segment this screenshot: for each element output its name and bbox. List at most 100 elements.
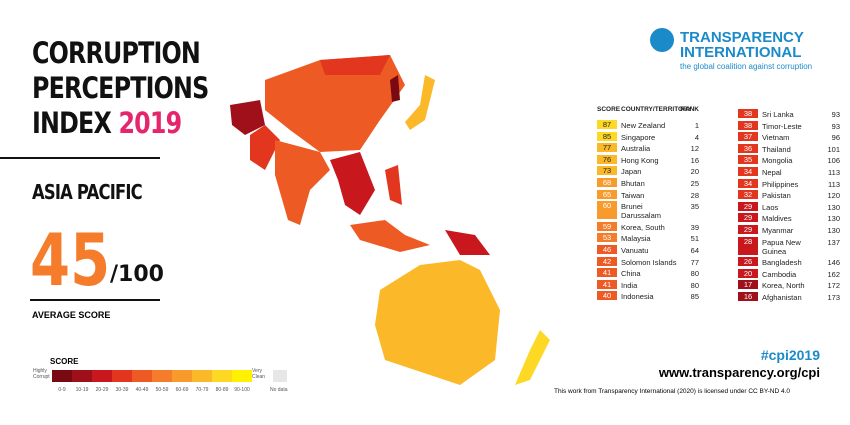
country-cell: Laos — [762, 202, 779, 212]
score-cell: 29 — [738, 225, 758, 234]
rank-cell: 106 — [827, 156, 840, 166]
rank-cell: 172 — [827, 281, 840, 291]
score-cell: 38 — [738, 120, 758, 130]
rank-cell: 16 — [690, 155, 699, 165]
country-cell: Philippines — [762, 179, 799, 189]
score-cell: 35 — [738, 155, 758, 165]
table-row: 17 Korea, North 172 — [738, 280, 840, 290]
rank-cell: 1 — [694, 121, 699, 130]
divider — [30, 299, 160, 301]
table-row: 34 Nepal 113 — [738, 167, 840, 177]
legend-label: 60-69 — [175, 387, 189, 393]
region: ASIA PACIFIC — [32, 180, 143, 204]
table-row: 68 Bhutan 25 — [597, 178, 699, 188]
rank-cell: 80 — [690, 269, 699, 279]
no-data-label: No data — [270, 387, 288, 393]
country-cell: China — [621, 269, 641, 279]
table-header: SCORE COUNTRY/TERRITORY RANK — [597, 105, 699, 114]
rank-cell: 51 — [690, 234, 699, 244]
table-row: 20 Cambodia 162 — [738, 268, 840, 279]
legend-title: SCORE — [50, 357, 79, 366]
country-cell: Bangladesh — [762, 258, 802, 268]
country-cell: Mongolia — [762, 156, 793, 166]
score-cell: 38 — [738, 109, 758, 118]
score-cell: 26 — [738, 257, 758, 267]
table-row: 35 Mongolia 106 — [738, 155, 840, 165]
divider — [0, 157, 160, 159]
no-data-swatch — [273, 370, 287, 382]
country-cell: Australia — [621, 144, 651, 154]
country-cell: Sri Lanka — [762, 110, 794, 119]
legend-swatch — [132, 370, 152, 382]
score-cell: 34 — [738, 167, 758, 176]
score-cell: 41 — [597, 279, 617, 289]
country-cell: Hong Kong — [621, 155, 659, 165]
pakistan — [250, 125, 280, 170]
title-text: INDEX — [32, 106, 112, 140]
score-cell: 59 — [597, 221, 617, 231]
country-cell: Thailand — [762, 144, 791, 154]
header-cell: RANK — [680, 106, 699, 113]
table-row: 59 Korea, South 39 — [597, 221, 699, 232]
country-cell: Bhutan — [621, 179, 645, 188]
table-row: 77 Australia 12 — [597, 143, 699, 153]
rank-cell: 12 — [690, 144, 699, 154]
country-cell: Korea, South — [621, 222, 665, 232]
north-korea — [390, 75, 400, 102]
score-cell: 53 — [597, 233, 617, 243]
country-cell: Taiwan — [621, 190, 645, 200]
score-cell: 40 — [597, 291, 617, 301]
legend-swatch — [112, 370, 132, 382]
legend-label: 70-79 — [195, 387, 209, 393]
score-cell: 46 — [597, 245, 617, 254]
score-cell: 76 — [597, 154, 617, 164]
legend-high: Very Clean — [252, 368, 266, 380]
afghanistan — [230, 100, 265, 135]
rank-cell: 113 — [828, 179, 840, 189]
country-cell: Indonesia — [621, 292, 654, 302]
rank-cell: 96 — [831, 133, 840, 143]
logo-text: TRANSPARENCY — [680, 29, 804, 46]
score-cell: 29 — [738, 201, 758, 211]
country-cell: New Zealand — [621, 121, 666, 130]
logo-text: INTERNATIONAL — [680, 44, 802, 61]
rank-cell: 4 — [694, 132, 699, 142]
table-row: 85 Singapore 4 — [597, 131, 699, 142]
rank-cell: 130 — [827, 226, 840, 235]
australia — [375, 260, 500, 385]
table-row: 42 Solomon Islands 77 — [597, 256, 699, 267]
score-cell: 68 — [597, 178, 617, 187]
country-cell: Myanmar — [762, 226, 794, 235]
southeast-asia — [330, 152, 375, 215]
table-row: 36 Thailand 101 — [738, 143, 840, 154]
table-row: 65 Taiwan 28 — [597, 189, 699, 200]
country-cell: Pakistan — [762, 191, 791, 201]
rank-cell: 25 — [690, 179, 699, 188]
score-cell: 42 — [597, 256, 617, 266]
rank-cell: 137 — [827, 237, 840, 247]
new-zealand — [515, 330, 550, 385]
title-year: 2019 — [118, 106, 182, 140]
legend-label: 50-59 — [155, 387, 169, 393]
legend-label: 80-89 — [215, 387, 229, 393]
score-cell: 73 — [597, 166, 617, 176]
score-cell: 28 — [738, 236, 758, 255]
legend-swatch — [52, 370, 72, 382]
legend-swatch — [172, 370, 192, 382]
logo-icon — [650, 28, 674, 52]
country-cell: India — [621, 280, 638, 290]
url: www.transparency.org/cpi — [658, 365, 820, 380]
rank-cell: 20 — [690, 167, 699, 177]
table-row: 38 Sri Lanka 93 — [738, 109, 840, 119]
title: INDEX 2019 — [32, 106, 182, 140]
score-cell: 41 — [597, 268, 617, 278]
score-cell: 36 — [738, 143, 758, 153]
legend-label: 40-49 — [135, 387, 149, 393]
rank-cell: 113 — [828, 168, 840, 177]
score-cell: 29 — [738, 213, 758, 223]
rank-cell: 80 — [690, 280, 699, 290]
rank-cell: 64 — [690, 246, 699, 255]
rank-cell: 93 — [831, 110, 840, 119]
legend-label: 20-29 — [95, 387, 109, 393]
